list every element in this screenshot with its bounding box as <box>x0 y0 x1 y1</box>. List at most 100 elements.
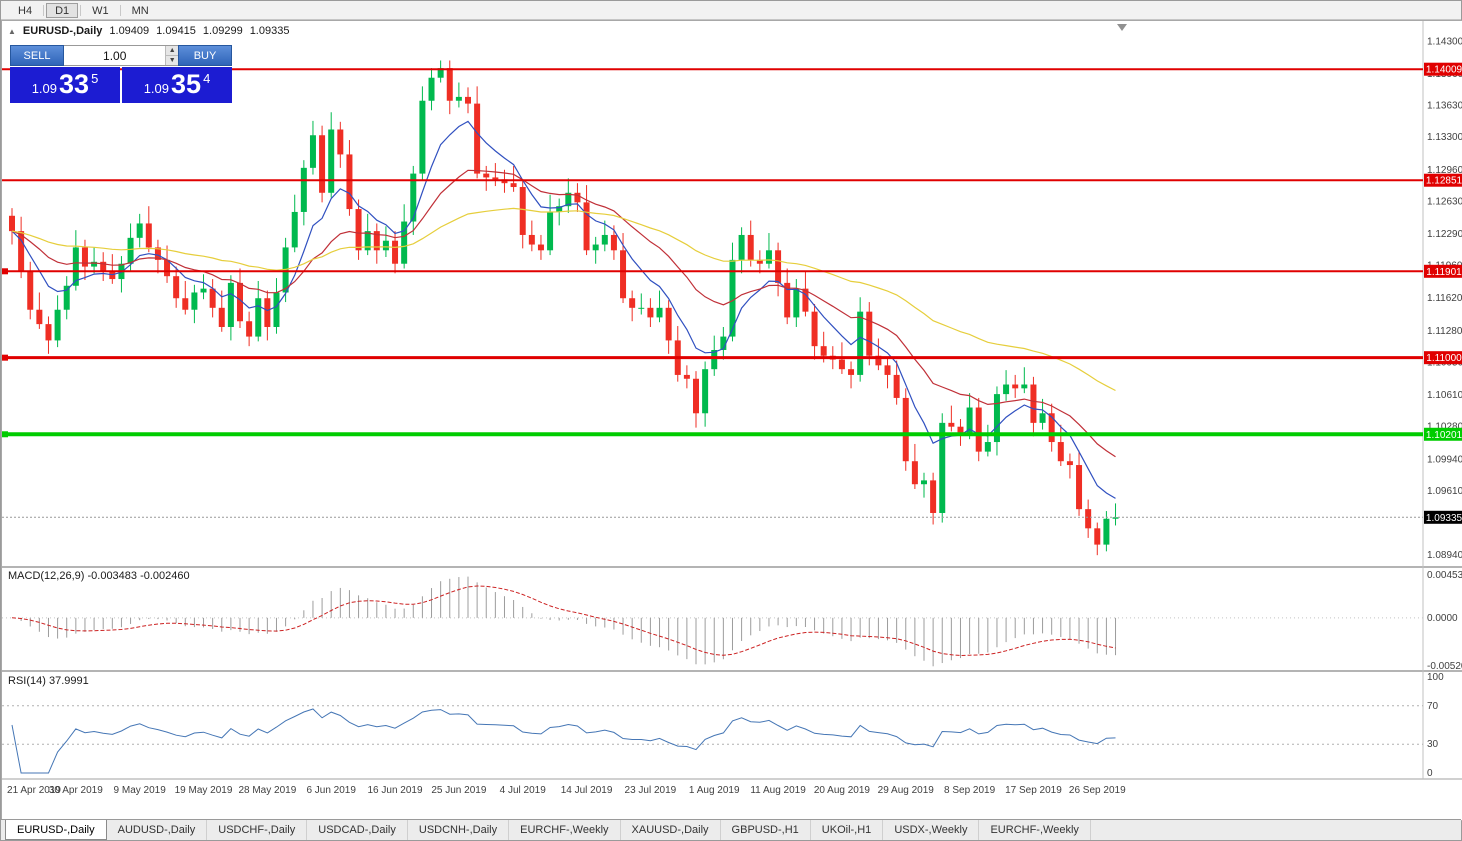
bottom-tab-gbpusd-h1[interactable]: GBPUSD-,H1 <box>721 820 811 840</box>
sell-price-box[interactable]: 1.09 33 5 <box>10 67 120 103</box>
svg-text:1.09335: 1.09335 <box>1426 513 1462 524</box>
timeframe-button-d1[interactable]: D1 <box>46 2 79 18</box>
rsi-value: 37.9991 <box>48 675 89 687</box>
bottom-tab-usdcad-daily[interactable]: USDCAD-,Daily <box>307 820 408 840</box>
pane-frame <box>2 21 1462 780</box>
timeframe-button-w1[interactable]: W1 <box>92 4 109 17</box>
rsi-indicator-label: RSI(14) 37.9991 <box>8 675 89 687</box>
svg-text:1.08940: 1.08940 <box>1427 550 1462 561</box>
sell-price-pip: 5 <box>91 71 99 86</box>
svg-text:29 Aug 2019: 29 Aug 2019 <box>878 785 935 796</box>
chart-window: 1.143001.139601.136301.133001.129601.126… <box>1 20 1462 821</box>
macd-axis: 0.004536 0.0000 -0.005205 <box>1427 570 1462 672</box>
svg-text:1.11280: 1.11280 <box>1427 326 1462 337</box>
svg-text:0: 0 <box>1427 768 1433 779</box>
svg-text:1.11901: 1.11901 <box>1426 267 1462 278</box>
candlestick-series <box>9 60 1119 556</box>
svg-text:1.12630: 1.12630 <box>1427 196 1462 207</box>
price-axis: 1.143001.139601.136301.133001.129601.126… <box>1427 36 1462 561</box>
svg-text:-0.005205: -0.005205 <box>1427 661 1462 672</box>
rsi-axis: 100 70 30 0 <box>1427 672 1444 779</box>
horizontal-level-1.10201[interactable]: 1.10201 <box>2 427 1462 441</box>
horizontal-level-1.11000[interactable]: 1.11000 <box>2 351 1462 365</box>
buy-button[interactable]: BUY <box>178 45 232 66</box>
svg-text:30 Apr 2019: 30 Apr 2019 <box>49 785 103 796</box>
timeframe-button-mn[interactable]: MN <box>131 4 149 17</box>
horizontal-level-1.14009[interactable]: 1.14009 <box>2 62 1462 76</box>
svg-text:1.12290: 1.12290 <box>1427 229 1462 240</box>
svg-text:28 May 2019: 28 May 2019 <box>238 785 296 796</box>
svg-text:0.004536: 0.004536 <box>1427 570 1462 581</box>
chart-collapse-icon: ▲ <box>8 26 16 36</box>
level-handle[interactable] <box>2 268 8 275</box>
svg-text:30: 30 <box>1427 739 1439 750</box>
macd-signal-line <box>11 585 1116 657</box>
ohlc-close: 1.09335 <box>249 25 290 37</box>
rsi-line <box>11 708 1116 774</box>
timeframe-toolbar: H4 D1 W1 MN <box>1 1 1461 20</box>
svg-text:1.10280: 1.10280 <box>1427 422 1462 433</box>
bottom-tab-usdchf-daily[interactable]: USDCHF-,Daily <box>207 820 308 840</box>
svg-text:8 Sep 2019: 8 Sep 2019 <box>944 785 996 796</box>
svg-text:100: 100 <box>1427 672 1444 683</box>
bottom-tab-xauusd-daily[interactable]: XAUUSD-,Daily <box>621 820 721 840</box>
svg-text:14 Jul 2019: 14 Jul 2019 <box>561 785 613 796</box>
svg-text:1.10201: 1.10201 <box>1426 430 1462 441</box>
svg-text:21 Apr 2019: 21 Apr 2019 <box>7 785 61 796</box>
level-handle[interactable] <box>2 354 8 361</box>
macd-histogram <box>20 576 1117 667</box>
bottom-tab-eurusd-daily[interactable]: EURUSD-,Daily <box>5 820 107 840</box>
bottom-tab-eurchf-weekly[interactable]: EURCHF-,Weekly <box>509 820 621 840</box>
sell-price-prefix: 1.09 <box>31 81 58 96</box>
bottom-tab-audusd-daily[interactable]: AUDUSD-,Daily <box>107 820 208 840</box>
volume-increase-button[interactable]: ▲ <box>166 46 178 56</box>
volume-decrease-button[interactable]: ▼ <box>166 56 178 65</box>
buy-price-box[interactable]: 1.09 35 4 <box>122 67 232 103</box>
svg-text:1.12851: 1.12851 <box>1426 176 1462 187</box>
buy-price-big: 35 <box>171 69 202 99</box>
bottom-tab-eurchf-weekly[interactable]: EURCHF-,Weekly <box>979 820 1091 840</box>
svg-text:1.14009: 1.14009 <box>1426 65 1462 76</box>
horizontal-level-1.11901[interactable]: 1.11901 <box>2 264 1462 278</box>
bottom-tab-usdx-weekly[interactable]: USDX-,Weekly <box>883 820 980 840</box>
ma-slow-line <box>11 207 1116 392</box>
svg-text:1.14300: 1.14300 <box>1427 36 1462 47</box>
current-price-marker: 1.09335 <box>2 510 1462 524</box>
chart-ohlc-header: ▲ EURUSD-,Daily 1.09409 1.09415 1.09299 … <box>8 25 289 37</box>
svg-text:25 Jun 2019: 25 Jun 2019 <box>431 785 486 796</box>
toolbar-separator <box>80 4 82 16</box>
svg-text:23 Jul 2019: 23 Jul 2019 <box>625 785 677 796</box>
chart-shift-icon <box>1117 24 1127 31</box>
svg-text:19 May 2019: 19 May 2019 <box>175 785 233 796</box>
timeframe-button-h4[interactable]: H4 <box>18 4 33 17</box>
horizontal-level-1.12851[interactable]: 1.12851 <box>2 173 1462 187</box>
macd-name: MACD(12,26,9) <box>8 570 85 582</box>
svg-text:9 May 2019: 9 May 2019 <box>114 785 167 796</box>
ohlc-open: 1.09409 <box>109 25 150 37</box>
svg-text:1.11000: 1.11000 <box>1426 353 1462 364</box>
macd-values: -0.003483 -0.002460 <box>87 570 190 582</box>
level-handle[interactable] <box>2 431 8 438</box>
ma-medium-line <box>11 169 1116 458</box>
svg-text:0.0000: 0.0000 <box>1427 613 1458 624</box>
svg-text:26 Sep 2019: 26 Sep 2019 <box>1069 785 1126 796</box>
ohlc-low: 1.09299 <box>202 25 243 37</box>
svg-text:16 Jun 2019: 16 Jun 2019 <box>368 785 423 796</box>
bottom-tab-ukoil-h1[interactable]: UKOil-,H1 <box>811 820 884 840</box>
ohlc-high: 1.09415 <box>156 25 196 37</box>
svg-text:1.09940: 1.09940 <box>1427 454 1462 465</box>
macd-indicator-label: MACD(12,26,9) -0.003483 -0.002460 <box>8 570 190 582</box>
sell-button[interactable]: SELL <box>10 45 64 66</box>
bottom-tab-usdcnh-daily[interactable]: USDCNH-,Daily <box>408 820 510 840</box>
one-click-trade-panel: SELL ▲ ▼ BUY 1.09 33 5 1.09 <box>10 45 232 103</box>
sell-price-big: 33 <box>59 69 90 99</box>
volume-input[interactable] <box>64 46 166 65</box>
svg-text:1.11620: 1.11620 <box>1427 293 1462 304</box>
svg-text:20 Aug 2019: 20 Aug 2019 <box>814 785 871 796</box>
buy-price-pip: 4 <box>203 71 211 86</box>
svg-text:1.13630: 1.13630 <box>1427 101 1462 112</box>
svg-text:11 Aug 2019: 11 Aug 2019 <box>750 785 806 796</box>
price-chart[interactable]: 1.143001.139601.136301.133001.129601.126… <box>2 21 1462 801</box>
